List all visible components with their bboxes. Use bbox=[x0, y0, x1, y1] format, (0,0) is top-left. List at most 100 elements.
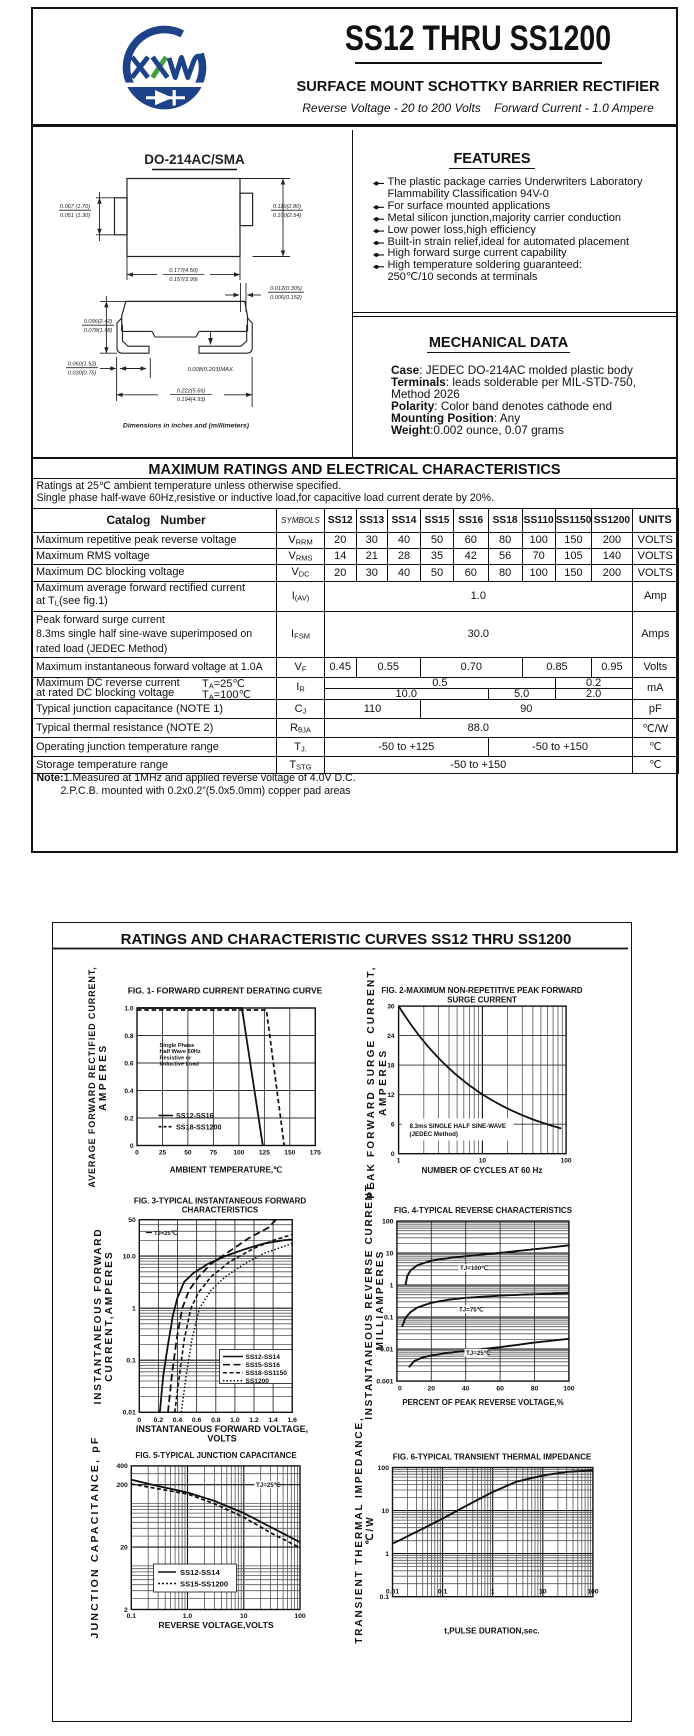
svg-text:0.4: 0.4 bbox=[172, 1416, 182, 1423]
svg-text:NUMBER OF CYCLES AT 60 Hz: NUMBER OF CYCLES AT 60 Hz bbox=[421, 1166, 542, 1175]
svg-text:Single Phase: Single Phase bbox=[159, 1043, 194, 1049]
svg-text:PERCENT OF PEAK REVERSE VOLTAG: PERCENT OF PEAK REVERSE VOLTAGE,% bbox=[402, 1397, 563, 1406]
svg-text:AVERAGE FORWARD RECTIFIED CURR: AVERAGE FORWARD RECTIFIED CURRENT, bbox=[87, 966, 97, 1187]
svg-text:150: 150 bbox=[284, 1149, 295, 1156]
svg-text:0.067 (1.70): 0.067 (1.70) bbox=[60, 204, 90, 210]
svg-text:2: 2 bbox=[124, 1606, 128, 1613]
svg-text:SS12-SS14: SS12-SS14 bbox=[180, 1568, 220, 1577]
svg-text:0.060(1.52): 0.060(1.52) bbox=[68, 362, 97, 368]
svg-text:TJ=25℃: TJ=25℃ bbox=[154, 1230, 178, 1237]
svg-text:JUNCTION CAPACITANCE, pF: JUNCTION CAPACITANCE, pF bbox=[89, 1435, 101, 1638]
svg-text:100: 100 bbox=[377, 1464, 389, 1471]
svg-text:CURRENT,AMPERES: CURRENT,AMPERES bbox=[104, 1250, 115, 1382]
svg-text:0.096(2.42): 0.096(2.42) bbox=[84, 319, 113, 325]
svg-text:0.222(5.66): 0.222(5.66) bbox=[177, 388, 206, 394]
svg-text:50: 50 bbox=[184, 1149, 192, 1156]
svg-text:25: 25 bbox=[158, 1149, 166, 1156]
svg-text:10.0: 10.0 bbox=[122, 1253, 135, 1260]
svg-text:TJ=25℃: TJ=25℃ bbox=[466, 1350, 491, 1357]
svg-text:TRANSIENT THERMAL IMPEDANCE,: TRANSIENT THERMAL IMPEDANCE, bbox=[354, 1416, 365, 1643]
svg-text:0.8: 0.8 bbox=[211, 1416, 221, 1423]
svg-text:INSTANTANEOUS FORWARD: INSTANTANEOUS FORWARD bbox=[93, 1227, 104, 1404]
svg-text:125: 125 bbox=[258, 1149, 269, 1156]
svg-text:8.3ms SINGLE HALF SINE-WAVE: 8.3ms SINGLE HALF SINE-WAVE bbox=[409, 1123, 506, 1130]
svg-text:0.001: 0.001 bbox=[376, 1378, 393, 1385]
svg-text:0.8: 0.8 bbox=[124, 1033, 133, 1040]
svg-text:0.1: 0.1 bbox=[126, 1357, 136, 1364]
svg-text:FIG. 2-MAXIMUM NON-REPETITIVE: FIG. 2-MAXIMUM NON-REPETITIVE PEAK FORWA… bbox=[381, 986, 582, 995]
svg-text:0: 0 bbox=[135, 1149, 139, 1156]
svg-text:REVERSE VOLTAGE,VOLTS: REVERSE VOLTAGE,VOLTS bbox=[158, 1619, 274, 1629]
svg-text:DO-214AC/SMA: DO-214AC/SMA bbox=[144, 152, 245, 167]
svg-text:100: 100 bbox=[563, 1385, 575, 1392]
svg-text:75: 75 bbox=[209, 1149, 217, 1156]
svg-text:0.1: 0.1 bbox=[126, 1613, 136, 1620]
svg-text:100: 100 bbox=[587, 1588, 599, 1595]
svg-text:1: 1 bbox=[132, 1305, 136, 1312]
svg-text:(JEDEC Method): (JEDEC Method) bbox=[409, 1131, 457, 1138]
svg-text:0.4: 0.4 bbox=[124, 1088, 133, 1095]
svg-text:0.2: 0.2 bbox=[153, 1416, 163, 1423]
svg-text:SS18-SS1150: SS18-SS1150 bbox=[245, 1370, 287, 1377]
svg-text:SS12-SS16: SS12-SS16 bbox=[176, 1111, 214, 1120]
svg-text:1.4: 1.4 bbox=[268, 1416, 278, 1423]
svg-text:0.177(4.50): 0.177(4.50) bbox=[169, 268, 198, 274]
svg-text:TJ=100℃: TJ=100℃ bbox=[460, 1265, 488, 1272]
svg-text:0.6: 0.6 bbox=[191, 1416, 201, 1423]
svg-text:AMPERES: AMPERES bbox=[98, 1043, 109, 1111]
svg-text:0.078(1.98): 0.078(1.98) bbox=[84, 328, 113, 334]
svg-text:175: 175 bbox=[309, 1149, 320, 1156]
svg-text:0.194(4.93): 0.194(4.93) bbox=[177, 397, 206, 403]
svg-text:100: 100 bbox=[233, 1149, 244, 1156]
svg-text:6: 6 bbox=[390, 1121, 394, 1128]
svg-text:t,PULSE DURATION,sec.: t,PULSE DURATION,sec. bbox=[444, 1626, 539, 1635]
svg-text:RATINGS AND CHARACTERISTIC CUR: RATINGS AND CHARACTERISTIC CURVES SS12 T… bbox=[120, 930, 571, 947]
svg-text:100: 100 bbox=[382, 1218, 394, 1225]
svg-text:0.008(0.203)MAX.: 0.008(0.203)MAX. bbox=[187, 367, 234, 373]
svg-text:TJ=75℃: TJ=75℃ bbox=[459, 1306, 484, 1313]
svg-text:FIG. 5-TYPICAL JUNCTION CAPACI: FIG. 5-TYPICAL JUNCTION CAPACITANCE bbox=[135, 1451, 297, 1460]
svg-text:10: 10 bbox=[539, 1588, 547, 1595]
svg-text:0.1: 0.1 bbox=[383, 1314, 393, 1321]
svg-text:10: 10 bbox=[381, 1507, 389, 1514]
svg-text:TJ=25℃: TJ=25℃ bbox=[256, 1482, 281, 1489]
svg-text:1.0: 1.0 bbox=[182, 1613, 192, 1620]
svg-text:SS15-SS16: SS15-SS16 bbox=[245, 1362, 280, 1369]
svg-text:FIG. 4-TYPICAL REVERSE CHARACT: FIG. 4-TYPICAL REVERSE CHARACTERISTICS bbox=[393, 1205, 572, 1214]
svg-text:SS15-SS1200: SS15-SS1200 bbox=[180, 1579, 228, 1588]
svg-text:20: 20 bbox=[427, 1385, 435, 1392]
svg-text:0.157(3.99): 0.157(3.99) bbox=[169, 277, 198, 283]
svg-text:0.6: 0.6 bbox=[124, 1060, 133, 1067]
svg-text:10: 10 bbox=[240, 1613, 248, 1620]
svg-text:SS1200: SS1200 bbox=[245, 1378, 269, 1385]
svg-text:0.01: 0.01 bbox=[122, 1409, 135, 1416]
svg-text:1.6: 1.6 bbox=[287, 1416, 297, 1423]
svg-text:SS12-SS14: SS12-SS14 bbox=[245, 1353, 280, 1360]
svg-text:0.01: 0.01 bbox=[385, 1588, 398, 1595]
svg-text:SURGE CURRENT: SURGE CURRENT bbox=[447, 995, 517, 1004]
svg-text:100: 100 bbox=[560, 1157, 571, 1164]
svg-text:30: 30 bbox=[387, 1003, 395, 1010]
svg-text:MILLIAMPERES: MILLIAMPERES bbox=[375, 1249, 386, 1350]
svg-text:FIG. 1- FORWARD CURRENT DERATI: FIG. 1- FORWARD CURRENT DERATING CURVE bbox=[127, 985, 322, 995]
svg-text:24: 24 bbox=[387, 1033, 395, 1040]
svg-text:0.012(0.305): 0.012(0.305) bbox=[270, 286, 302, 292]
svg-text:CHARACTERISTICS: CHARACTERISTICS bbox=[181, 1205, 258, 1214]
svg-text:AMPERES: AMPERES bbox=[378, 1048, 389, 1116]
svg-text:1.0: 1.0 bbox=[124, 1005, 133, 1012]
svg-text:10: 10 bbox=[385, 1250, 393, 1257]
svg-text:100: 100 bbox=[294, 1613, 306, 1620]
svg-text:20: 20 bbox=[120, 1544, 128, 1551]
svg-text:SS18-SS1200: SS18-SS1200 bbox=[176, 1122, 222, 1131]
svg-text:0.110(2.80): 0.110(2.80) bbox=[273, 204, 301, 210]
svg-text:Half Wave 60Hz: Half Wave 60Hz bbox=[159, 1049, 200, 1055]
svg-text:1: 1 bbox=[490, 1588, 494, 1595]
svg-text:℃/W: ℃/W bbox=[365, 1515, 376, 1544]
svg-text:60: 60 bbox=[496, 1385, 504, 1392]
svg-text:0.100(2.54): 0.100(2.54) bbox=[273, 213, 302, 219]
svg-text:1.0: 1.0 bbox=[230, 1416, 240, 1423]
svg-text:0.006(0.152): 0.006(0.152) bbox=[270, 295, 302, 301]
svg-text:0.01: 0.01 bbox=[380, 1346, 393, 1353]
svg-text:0: 0 bbox=[390, 1151, 394, 1158]
svg-text:0: 0 bbox=[129, 1143, 133, 1150]
